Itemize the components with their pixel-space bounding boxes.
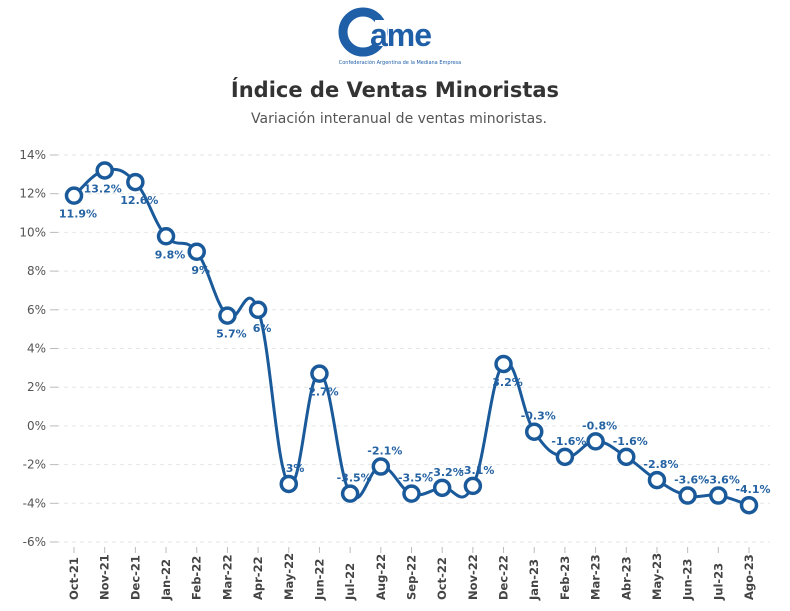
x-tick-label: Jan-23 <box>527 559 541 601</box>
x-tick-label: Oct-21 <box>67 557 81 600</box>
y-tick-label: 14% <box>19 148 46 162</box>
data-label: -3.5% <box>398 472 433 485</box>
data-point <box>248 300 268 320</box>
data-label: -3.1% <box>459 464 494 477</box>
data-point <box>340 484 360 503</box>
chart-title: Índice de Ventas Minoristas <box>230 78 560 102</box>
y-tick-label: 8% <box>27 264 46 278</box>
y-tick-label: -6% <box>23 535 46 549</box>
data-label: -3.6% <box>705 474 740 487</box>
data-label: -4.1% <box>735 483 770 496</box>
y-tick-label: -2% <box>23 458 46 472</box>
y-tick-label: 4% <box>27 342 46 356</box>
y-tick-label: 12% <box>19 187 46 201</box>
x-tick-label: Apr-22 <box>251 556 265 600</box>
data-point <box>432 478 452 498</box>
data-label: -1.6% <box>551 435 586 448</box>
data-point <box>555 447 575 467</box>
data-label: 3.2% <box>492 376 523 389</box>
x-tick-label: Sep-22 <box>405 555 419 600</box>
data-label: 9% <box>191 264 210 277</box>
x-tick-label: Abr-23 <box>619 556 633 600</box>
data-label: 6% <box>253 322 272 335</box>
y-tick-label: 2% <box>27 380 46 394</box>
data-point <box>95 161 114 180</box>
data-point <box>647 470 667 490</box>
data-label: 9.8% <box>155 248 186 261</box>
data-label: -3.5% <box>337 472 372 485</box>
x-tick-label: Jul-22 <box>343 563 357 601</box>
x-tick-label: May-23 <box>650 553 664 600</box>
data-point <box>463 476 483 496</box>
x-tick-label: Aug-22 <box>374 554 388 600</box>
data-label: -3% <box>281 462 304 475</box>
series-line <box>72 167 750 507</box>
data-label: -0.3% <box>521 410 556 423</box>
data-point <box>187 242 206 261</box>
data-point <box>524 422 544 441</box>
x-tick-label: Feb-22 <box>190 556 204 600</box>
svg-text:ame: ame <box>370 17 431 53</box>
data-point <box>126 172 145 192</box>
y-tick-label: 10% <box>19 225 46 239</box>
x-tick-label: Jan-22 <box>159 559 173 601</box>
data-label: 12.6% <box>120 194 158 207</box>
data-point <box>586 432 605 451</box>
data-point <box>709 486 728 505</box>
data-point <box>617 447 636 467</box>
y-tick-label: 0% <box>27 419 46 433</box>
data-point <box>739 495 759 515</box>
x-tick-label: Dec-22 <box>497 555 511 600</box>
x-tick-label: Mar-22 <box>220 554 234 600</box>
data-label: -3.2% <box>429 466 464 479</box>
svg-text:Confederación Argentina de la: Confederación Argentina de la Mediana Em… <box>339 59 461 66</box>
x-tick-label: Oct-22 <box>435 557 449 600</box>
x-tick-label: Jul-23 <box>711 563 725 601</box>
data-label: -0.8% <box>582 419 617 432</box>
came-logo: ame Confederación Argentina de la Median… <box>338 7 461 66</box>
data-label: -2.1% <box>367 445 402 458</box>
x-tick-label: Ago-23 <box>742 554 756 600</box>
y-tick-label: 6% <box>27 303 46 317</box>
data-point <box>64 186 84 205</box>
data-label: 2.7% <box>308 386 339 399</box>
data-point <box>678 486 697 505</box>
x-tick-label: Jun-22 <box>312 559 326 601</box>
data-point <box>494 354 513 374</box>
y-tick-label: -4% <box>23 496 46 510</box>
x-tick-label: Mar-23 <box>589 554 603 600</box>
data-label: -1.6% <box>613 435 648 448</box>
data-label: 13.2% <box>84 182 122 195</box>
data-point <box>279 474 299 494</box>
data-label: 11.9% <box>59 208 97 221</box>
data-point <box>310 364 329 383</box>
data-label: -2.8% <box>643 458 678 471</box>
chart-subtitle: Variación interanual de ventas minorista… <box>251 111 547 127</box>
data-point <box>218 306 237 325</box>
x-tick-label: Nov-22 <box>466 554 480 600</box>
data-point <box>371 457 391 476</box>
data-point <box>402 484 421 503</box>
x-tick-label: Dec-21 <box>128 555 142 600</box>
x-tick-label: May-22 <box>282 553 296 600</box>
x-tick-label: Feb-23 <box>558 556 572 600</box>
data-label: 5.7% <box>216 328 247 341</box>
x-tick-label: Nov-21 <box>98 554 112 600</box>
data-point <box>156 227 176 246</box>
data-label: -3.6% <box>674 474 709 487</box>
x-tick-label: Jun-23 <box>681 559 695 601</box>
